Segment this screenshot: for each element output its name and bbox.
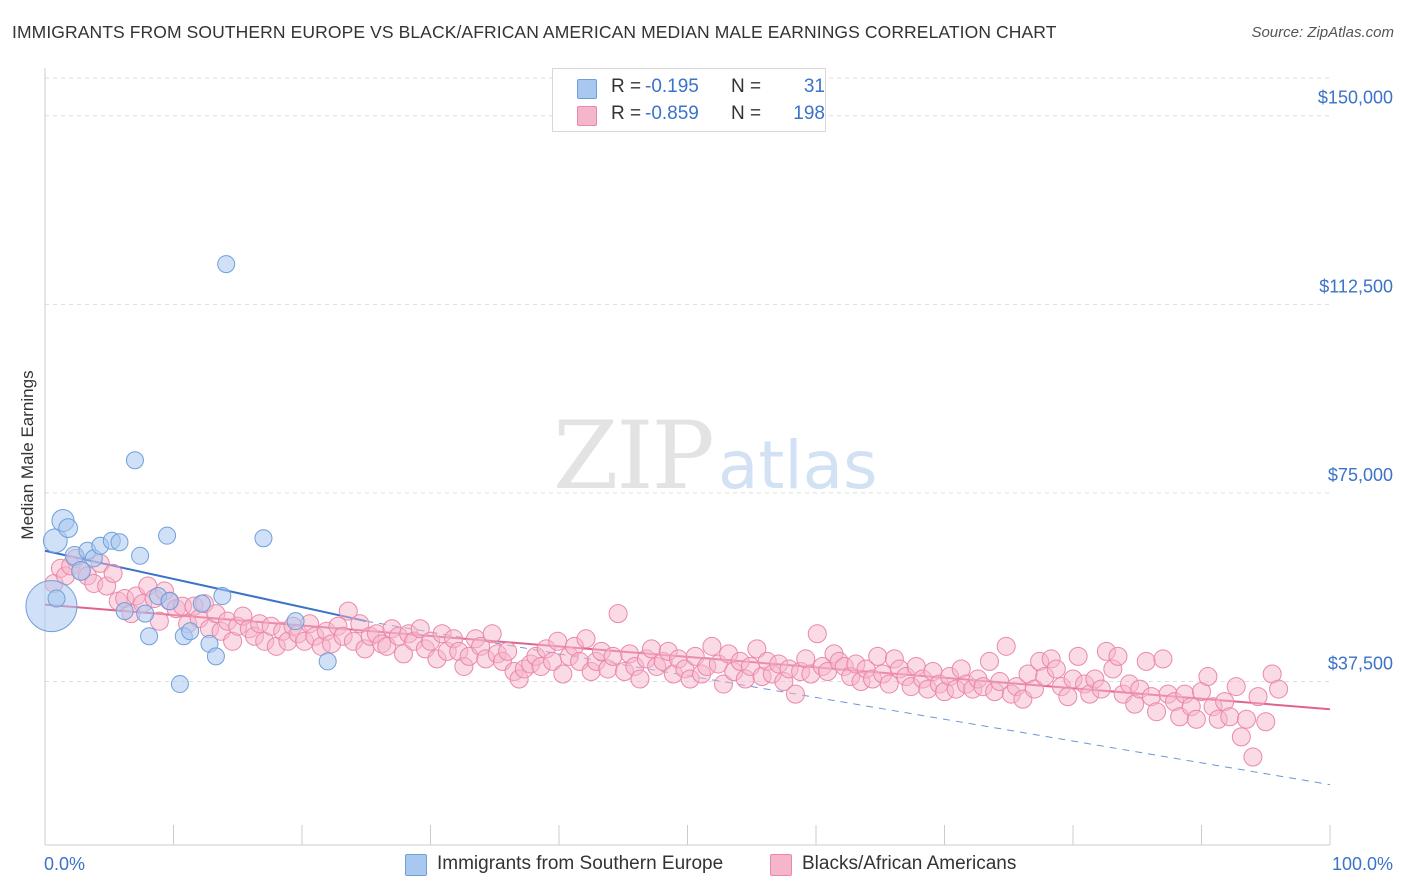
data-point-blacks [807,624,827,644]
y-tick-label: $75,000 [1328,465,1393,485]
legend-n-value: 31 [803,76,825,97]
x-tick-label-max: 100.0% [1332,854,1393,874]
data-point-blacks [702,636,722,656]
data-point-immigrants [158,526,177,545]
data-point-immigrants [286,612,305,631]
legend-label: Blacks/African Americans [802,853,1017,874]
data-point-blacks [1024,679,1044,699]
data-point-blacks [1153,649,1173,669]
correlation-legend: R = -0.195 N = 31 R = -0.859 N = 198 [552,68,826,132]
data-point-immigrants [71,561,91,581]
data-point-blacks [1248,687,1268,707]
axes [44,68,1331,846]
data-point-blacks [149,611,169,631]
x-tick-label-min: 0.0% [44,854,85,874]
data-point-blacks [103,563,123,583]
data-point-immigrants [192,594,211,613]
y-tick-label: $112,500 [1319,276,1393,296]
legend-r-label: R = [611,103,642,124]
data-point-blacks [576,629,596,649]
data-point-blacks [548,631,568,651]
legend-r-value: -0.195 [645,76,699,97]
data-point-immigrants [206,647,225,666]
data-point-blacks [879,674,899,694]
data-point-blacks [868,646,888,666]
data-point-blacks [785,684,805,704]
data-point-blacks [1243,747,1263,767]
y-axis-label: Median Male Earnings [18,370,37,539]
legend-swatch-pink [577,106,597,126]
trend-extension-immigrants [366,620,1331,786]
data-point-blacks [713,674,733,694]
legend-swatch-pink [770,854,792,876]
legend-n-value: 198 [793,103,825,124]
data-point-blacks [1236,709,1256,729]
data-point-immigrants [110,533,129,552]
data-point-immigrants [217,255,236,274]
data-point-blacks [350,614,370,634]
watermark-zip: ZIP [553,402,713,511]
data-point-blacks [498,641,518,661]
data-point-immigrants [181,622,200,641]
data-point-blacks [482,624,502,644]
data-point-blacks [630,669,650,689]
data-point-immigrants [131,546,150,565]
data-point-immigrants [47,589,66,608]
data-point-blacks [1046,659,1066,679]
data-point-immigrants [125,451,144,470]
data-point-immigrants [140,627,159,646]
data-point-blacks [979,651,999,671]
data-point-blacks [603,646,623,666]
data-point-blacks [1231,727,1251,747]
data-point-immigrants [115,602,134,621]
data-point-immigrants [170,675,189,694]
series-legend: Immigrants from Southern Europe Blacks/A… [0,852,1406,878]
legend-swatch-blue [577,79,597,99]
data-point-blacks [553,664,573,684]
legend-label: Immigrants from Southern Europe [437,853,724,874]
data-point-blacks [338,601,358,621]
legend-n-label: N = [731,103,762,124]
data-point-blacks [1220,707,1240,727]
source-label: Source: ZipAtlas.com [1251,24,1394,41]
legend-r-value: -0.859 [645,103,699,124]
chart-title: IMMIGRANTS FROM SOUTHERN EUROPE VS BLACK… [12,22,1057,42]
data-point-blacks [1226,677,1246,697]
data-point-immigrants [136,604,155,623]
data-point-blacks [1108,646,1128,666]
data-point-blacks [1186,709,1206,729]
data-point-immigrants [25,580,78,633]
data-point-blacks [1058,687,1078,707]
legend-r-label: R = [611,76,642,97]
data-point-blacks [608,604,628,624]
data-point-blacks [394,644,414,664]
legend-swatch-blue [405,854,427,876]
data-point-blacks [996,636,1016,656]
data-point-immigrants [318,652,337,671]
legend-n-label: N = [731,76,762,97]
y-tick-label: $37,500 [1328,654,1393,674]
data-point-immigrants [58,518,78,538]
series-blacks-african-americans [44,548,1289,767]
y-tick-label: $150,000 [1318,88,1393,108]
data-point-blacks [410,619,430,639]
data-point-immigrants [213,587,232,606]
tick-labels: $37,500 $75,000 $112,500 $150,000 0.0% 100.0% [44,88,1393,874]
data-point-blacks [1091,679,1111,699]
data-point-immigrants [254,529,273,548]
watermark-atlas: atlas [718,427,878,504]
data-point-blacks [1068,646,1088,666]
series-immigrants-southern-europe [25,255,337,694]
data-point-blacks [747,639,767,659]
data-point-blacks [1147,702,1167,722]
data-point-immigrants [160,592,179,611]
data-point-blacks [1136,651,1156,671]
data-point-blacks [1256,712,1276,732]
data-point-blacks [1198,667,1218,687]
data-point-blacks [1269,679,1289,699]
gridlines [45,77,1330,683]
